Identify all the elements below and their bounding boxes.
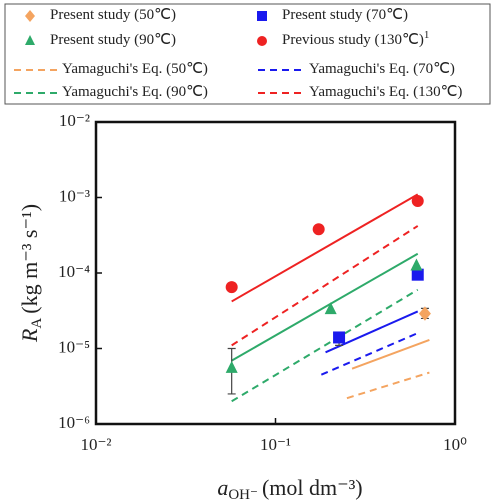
point <box>333 331 346 344</box>
y-axis-label: RA(kg m⁻³ s⁻¹) <box>17 204 45 343</box>
point <box>225 360 238 373</box>
point <box>411 268 424 281</box>
point <box>418 306 431 321</box>
legend-label: Present study (50℃) <box>50 7 176 23</box>
legend-label: Yamaguchi's Eq. (70℃) <box>309 61 455 77</box>
point <box>312 223 325 236</box>
point <box>324 302 337 315</box>
legend-label: Yamaguchi's Eq. (90℃) <box>62 84 208 100</box>
y-tick-label: 10⁻³ <box>59 186 90 205</box>
legend-box <box>4 3 491 105</box>
legend-text: Yamaguchi's Eq. (70℃) <box>309 61 455 77</box>
y-tick-label: 10⁻² <box>59 111 90 130</box>
point <box>257 11 267 21</box>
legend-text: Present study (50℃) <box>50 7 176 23</box>
model-line <box>231 225 419 347</box>
y-tick-label: 10⁻⁶ <box>58 413 90 432</box>
y-tick-label: 10⁻⁴ <box>58 262 90 281</box>
legend-text: Present study (90℃) <box>50 32 176 48</box>
legend-text: Present study (70℃) <box>282 7 408 23</box>
point <box>410 258 423 271</box>
legend-label: Previous study (130℃)1 <box>282 29 429 49</box>
legend-text: Yamaguchi's Eq. (90℃) <box>62 84 208 100</box>
x-axis-label: aOH⁻ (mol dm⁻³) <box>217 475 362 503</box>
point <box>411 194 424 207</box>
legend-label: Present study (70℃) <box>282 7 408 23</box>
y-tick-label: 10⁻⁵ <box>58 337 90 356</box>
plot-frame <box>94 120 457 426</box>
legend-text: Previous study (130℃) <box>282 32 424 48</box>
legend-text: Yamaguchi's Eq. (50℃) <box>62 61 208 77</box>
x-tick-label: 10⁰ <box>443 435 467 454</box>
model-line <box>346 371 430 400</box>
point <box>25 35 35 45</box>
x-tick-label: 10⁻² <box>80 435 111 454</box>
legend-text: Yamaguchi's Eq. (130℃) <box>309 84 462 100</box>
model-line <box>320 332 419 376</box>
legend-label: Present study (90℃) <box>50 32 176 48</box>
legend-label: Yamaguchi's Eq. (50℃) <box>62 61 208 77</box>
point <box>225 281 238 294</box>
fit-line <box>351 338 430 370</box>
fit-line <box>231 193 419 303</box>
fit-line <box>231 252 419 362</box>
point <box>257 36 267 46</box>
model-line <box>231 288 419 403</box>
legend-reference: 1 <box>424 29 430 41</box>
point <box>25 10 35 22</box>
legend-label: Yamaguchi's Eq. (130℃) <box>309 84 462 100</box>
x-tick-label: 10⁻¹ <box>260 435 291 454</box>
